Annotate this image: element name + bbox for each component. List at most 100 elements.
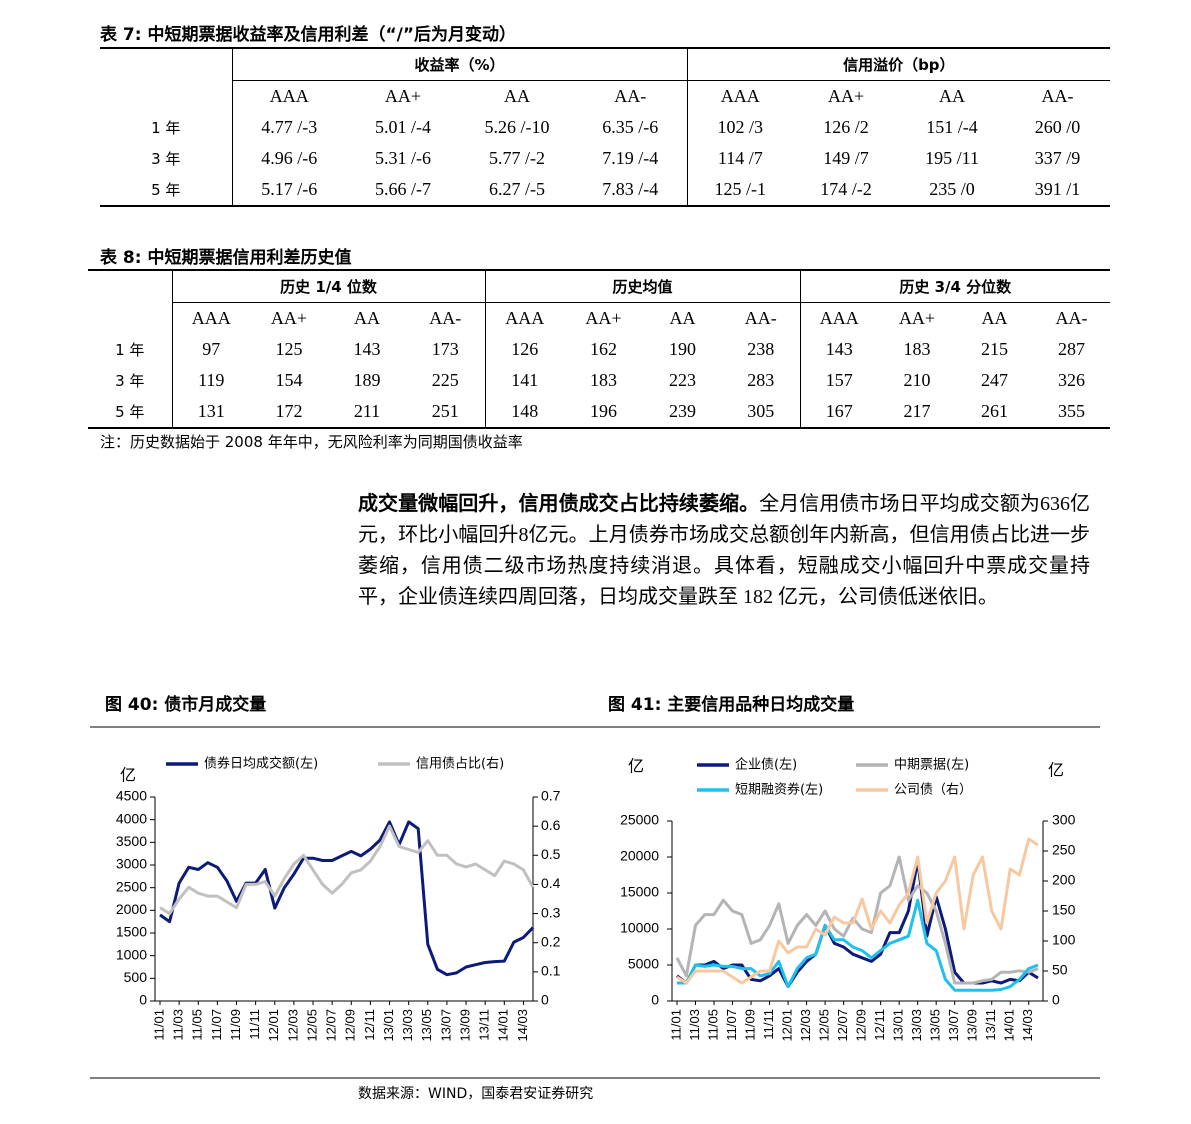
table-row: 1 年 4.77 /-3 5.01 /-4 5.26 /-10 6.35 /-6 102 …: [100, 112, 1110, 143]
row-label: 5 年: [151, 181, 181, 199]
x-tick-label: 12/07: [835, 1009, 850, 1042]
cell: 195 /11: [925, 148, 979, 168]
y-tick-label: 25000: [620, 812, 659, 828]
cell: 102 /3: [686, 112, 794, 143]
y-tick-label: 5000: [628, 956, 659, 972]
paragraph: 成交量微幅回升，信用债成交占比持续萎缩。全月信用债市场日平均成交额为636亿元，…: [358, 488, 1090, 613]
cell: 210: [903, 370, 931, 390]
cell: 5.01 /-4: [375, 117, 431, 137]
chart-title: 图 40: 债市月成交量: [105, 694, 266, 715]
x-tick-label: 14/03: [1020, 1009, 1035, 1042]
header-row: AAA AA+ AA AA- AAA AA+ AA AA-: [100, 80, 1110, 112]
cell: 223: [669, 370, 696, 390]
cell: 149 /7: [823, 148, 869, 168]
cell: 154: [275, 370, 303, 390]
cell: 6.27 /-5: [489, 179, 545, 199]
x-tick-label: 13/07: [946, 1009, 961, 1042]
cell: 196: [590, 401, 617, 421]
column-header: AAA: [484, 302, 564, 334]
x-tick-label: 12/07: [324, 1009, 339, 1042]
cell: 225: [431, 370, 459, 390]
cell: 355: [1058, 401, 1086, 421]
cell: 211: [353, 401, 381, 421]
cell: 217: [903, 401, 931, 421]
cell: 157: [799, 365, 879, 396]
y2-tick-label: 0.3: [541, 904, 561, 920]
table-row: 3 年 4.96 /-6 5.31 /-6 5.77 /-2 7.19 /-4 114 /…: [100, 143, 1110, 174]
cell: 174 /-2: [820, 179, 872, 199]
y-tick-label: 15000: [620, 884, 659, 900]
series-line: [677, 898, 1039, 992]
x-tick-label: 14/01: [1002, 1009, 1017, 1042]
x-tick-label: 11/01: [151, 1009, 166, 1041]
column-header: AA+: [270, 308, 308, 328]
column-header: AA: [669, 308, 696, 328]
cell: 167: [799, 396, 879, 428]
cell: 7.83 /-4: [602, 179, 659, 199]
table-row: 5 年 5.17 /-6 5.66 /-7 6.27 /-5 7.83 /-4 125 /…: [100, 174, 1110, 206]
series-line: [159, 824, 535, 916]
column-header: AA: [939, 86, 966, 106]
row-label: 3 年: [115, 372, 145, 390]
cell: 143: [353, 339, 381, 359]
source: 数据来源：WIND，国泰君安证券研究: [358, 1086, 593, 1102]
cell: 125: [275, 339, 303, 359]
cell: 5.66 /-7: [375, 179, 431, 199]
x-tick-label: 12/03: [285, 1009, 300, 1042]
legend-label: 企业债(左): [735, 757, 797, 773]
header-row: AAA AA+ AA AA- AAA AA+ AA AA- AAA AA+ AA AA-: [88, 302, 1110, 334]
y2-tick-label: 150: [1052, 902, 1076, 918]
y-tick-label: 2500: [116, 878, 147, 894]
cell: 239: [669, 401, 696, 421]
cell: 190: [669, 339, 696, 359]
cell: 119: [171, 365, 250, 396]
x-tick-label: 11/11: [761, 1009, 776, 1040]
y2-tick-label: 0.6: [541, 817, 561, 833]
x-tick-label: 11/01: [668, 1009, 683, 1041]
legend-label: 中期票据(左): [894, 758, 969, 773]
legend-label: 信用债占比(右): [416, 757, 504, 772]
series-line: [159, 820, 535, 977]
cell: 5.31 /-6: [375, 148, 431, 168]
y-tick-label: 2000: [116, 901, 147, 917]
cell: 283: [747, 370, 775, 390]
cell: 235 /0: [929, 179, 975, 199]
column-header: AA-: [744, 308, 777, 328]
x-tick-label: 12/11: [362, 1009, 377, 1041]
cell: 7.19 /-4: [602, 148, 659, 168]
y-tick-label: 3500: [116, 833, 147, 849]
x-tick-label: 12/01: [780, 1009, 795, 1042]
cell: 183: [903, 339, 931, 359]
column-header: AA: [981, 308, 1008, 328]
y-tick-label: 500: [124, 969, 148, 985]
y-tick-label: 0: [139, 992, 147, 1008]
cell: 261: [981, 401, 1009, 421]
x-tick-label: 11/05: [190, 1009, 205, 1041]
x-tick-label: 14/03: [515, 1009, 530, 1042]
column-header: AA: [354, 308, 380, 328]
column-header: AA+: [585, 308, 622, 328]
y2-tick-label: 0.5: [541, 846, 561, 862]
cell: 97: [171, 334, 250, 365]
column-header: AA-: [1041, 86, 1074, 106]
x-tick-label: 11/09: [228, 1009, 243, 1041]
y2-tick-label: 0.4: [541, 875, 561, 891]
column-header: AAA: [686, 80, 794, 112]
column-header: AA+: [898, 308, 936, 328]
x-tick-label: 12/01: [266, 1009, 281, 1042]
column-header: AA: [504, 86, 530, 106]
group-header: 信用溢价（bp）: [686, 48, 1111, 81]
y-tick-label: 4500: [116, 788, 147, 804]
cell: 247: [981, 370, 1009, 390]
x-tick-label: 13/11: [477, 1009, 492, 1041]
y2-tick-label: 300: [1052, 812, 1076, 828]
cell: 4.77 /-3: [231, 112, 346, 143]
cell: 5.26 /-10: [484, 117, 550, 137]
cell: 131: [171, 396, 250, 428]
cell: 5.17 /-6: [231, 174, 346, 206]
cell: 125 /-1: [686, 174, 794, 206]
cell: 148: [484, 396, 564, 428]
x-tick-label: 13/03: [400, 1009, 415, 1042]
y2-tick-label: 200: [1052, 872, 1076, 888]
chart-title: 图 41: 主要信用品种日均成交量: [608, 694, 854, 715]
